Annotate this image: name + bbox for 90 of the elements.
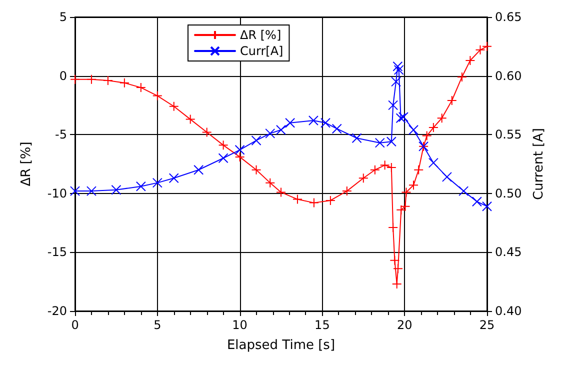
point [396,204,406,215]
x-tick-label: 20 [396,318,412,332]
point [400,201,410,212]
point [465,56,476,66]
point [394,64,404,75]
point [111,184,122,195]
y-tick-label: 5 [59,10,67,24]
x-tick-label: 0 [71,318,79,332]
point [168,101,179,112]
legend-label: ΔR [%] [240,28,282,42]
point [152,90,162,101]
point [482,201,492,212]
y2-axis-title: Current [A] [532,128,547,200]
point [276,187,286,198]
point [458,186,469,196]
point [374,138,385,148]
point [265,178,276,188]
point [234,144,245,155]
x-tick-label: 5 [154,318,162,332]
point [332,124,342,134]
point [285,118,296,128]
point [401,187,412,198]
point [185,114,196,124]
point [428,122,438,133]
legend-label: Curr[A] [240,44,284,58]
point [446,95,457,106]
point [168,173,179,184]
point [218,140,228,150]
point [475,44,486,55]
y-tick-label: -5 [55,128,67,142]
point [442,172,452,182]
y2-tick-label: 0.65 [495,10,522,24]
point [86,74,96,84]
point [396,113,406,124]
point [342,186,352,196]
point [251,164,262,175]
point [70,74,80,84]
point [70,186,80,196]
point [370,164,380,175]
point [251,135,262,146]
point [414,164,424,175]
y2-tick-label: 0.60 [495,68,522,83]
y2-tick-label: 0.45 [495,245,522,260]
point [408,124,418,135]
point [292,194,302,204]
point [234,152,245,162]
point [308,115,318,126]
point [218,153,228,164]
point [152,178,162,188]
point [456,72,467,82]
y-tick-label: 0 [59,68,67,83]
point [194,164,204,175]
point [398,112,408,122]
point [392,61,403,72]
point [136,181,146,192]
point [119,78,130,88]
y-axis-title: ΔR [%] [19,142,34,186]
point [202,127,212,138]
point [428,158,438,168]
point [391,76,402,87]
x-tick-label: 25 [479,318,495,332]
point [390,255,400,266]
point [325,195,336,206]
x-axis-title: Elapsed Time [s] [226,338,336,353]
point [352,133,362,144]
point [308,198,319,208]
y2-tick-label: 0.40 [495,304,522,318]
point [265,128,276,138]
point [422,130,432,141]
point [102,76,113,86]
x-tick-label: 15 [314,318,330,332]
x-tick-label: 10 [232,318,248,332]
point [472,196,482,207]
y-tick-label: -15 [47,245,67,260]
point [386,136,396,147]
y2-tick-label: 0.50 [495,186,522,200]
point [388,100,398,110]
point [388,222,398,233]
y-tick-label: -20 [47,304,67,318]
point [358,173,368,184]
point [408,180,418,190]
point [482,41,492,52]
y-tick-label: -10 [47,186,67,200]
point [393,264,404,274]
point [276,124,286,135]
point [320,118,330,128]
point [436,113,447,124]
y2-tick-label: 0.55 [495,128,522,142]
point [136,82,146,93]
point [86,186,96,196]
